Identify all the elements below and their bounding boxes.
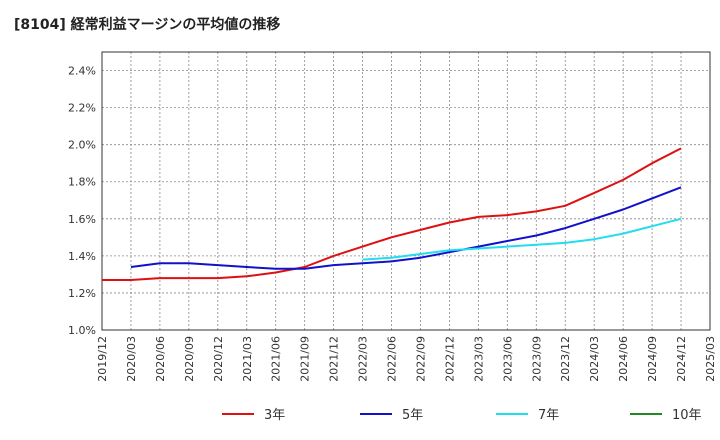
y-tick-label: 1.2% (68, 287, 96, 300)
y-tick-label: 2.4% (68, 65, 96, 78)
x-tick-label: 2021/12 (328, 336, 341, 382)
x-tick-label: 2022/06 (386, 336, 399, 382)
x-tick-label: 2023/06 (501, 336, 514, 382)
x-tick-label: 2024/03 (588, 336, 601, 382)
y-tick-label: 1.0% (68, 324, 96, 337)
y-tick-label: 1.8% (68, 176, 96, 189)
axis-layer: 1.0% 1.2% 1.4% 1.6% 1.8% 2.0% 2.2% 2.4% 2019/12 2… (68, 51, 717, 382)
legend-label: 3年 (264, 408, 285, 423)
y-tick-label: 1.6% (68, 213, 96, 226)
x-tick-label: 2022/03 (357, 336, 370, 382)
x-tick-label: 2020/09 (183, 336, 196, 382)
series-line-5年 (130, 186, 682, 270)
y-tick-label: 1.4% (68, 250, 96, 263)
legend: 3年 5年 7年 10年 (222, 408, 702, 423)
x-tick-label: 2022/09 (414, 336, 427, 382)
x-tick-label: 2023/12 (559, 336, 572, 382)
plot-frame (101, 51, 711, 331)
x-tick-label: 2020/12 (212, 336, 225, 382)
y-tick-label: 2.0% (68, 139, 96, 152)
series-line-7年 (362, 217, 682, 261)
chart-title: [8104] 経常利益マージンの平均値の推移 (14, 17, 281, 33)
x-tick-label: 2024/06 (617, 336, 630, 382)
y-tick-label: 2.2% (68, 102, 96, 115)
legend-label: 5年 (402, 408, 423, 423)
x-tick-label: 2023/03 (472, 336, 485, 382)
series-layer (102, 147, 682, 281)
legend-label: 7年 (538, 408, 559, 423)
x-tick-label: 2025/03 (704, 336, 717, 382)
x-tick-label: 2020/06 (154, 336, 167, 382)
series-line-3年 (102, 147, 682, 281)
x-tick-label: 2020/03 (125, 336, 138, 382)
x-tick-label: 2021/03 (241, 336, 254, 382)
x-tick-label: 2024/12 (675, 336, 688, 382)
x-tick-label: 2022/12 (443, 336, 456, 382)
legend-label: 10年 (672, 408, 702, 423)
x-tick-label: 2021/06 (270, 336, 283, 382)
x-tick-label: 2023/09 (530, 336, 543, 382)
grid-layer (102, 52, 710, 330)
x-tick-label: 2019/12 (96, 336, 109, 382)
x-tick-label: 2024/09 (646, 336, 659, 382)
x-tick-label: 2021/09 (299, 336, 312, 382)
